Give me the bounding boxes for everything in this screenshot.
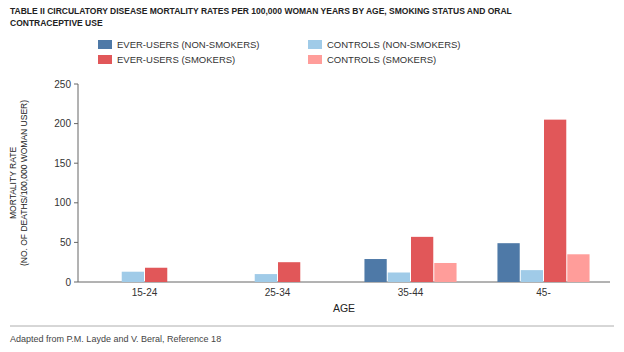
x-tick-label: 45- <box>536 287 550 298</box>
y-tick-label: 100 <box>54 197 71 208</box>
background <box>0 0 624 352</box>
legend-swatch <box>308 40 322 49</box>
bar <box>145 268 167 282</box>
chart: TABLE II CIRCULATORY DISEASE MORTALITY R… <box>0 0 624 352</box>
y-axis-label-group: MORTALITY RATE(NO. OF DEATHS/100,000 WOM… <box>8 100 29 266</box>
y-tick-label: 50 <box>60 237 72 248</box>
y-tick <box>74 123 78 124</box>
y-tick-label: 150 <box>54 158 71 169</box>
legend-swatch <box>98 55 112 64</box>
y-tick <box>74 282 78 283</box>
x-axis-label: AGE <box>333 302 355 314</box>
bar <box>98 282 120 283</box>
y-axis-label: (NO. OF DEATHS/100,000 WOMAN USER) <box>19 100 29 266</box>
separator <box>10 326 614 327</box>
bar <box>301 282 323 283</box>
bar <box>255 274 277 282</box>
legend-swatch <box>308 55 322 64</box>
bar <box>231 282 253 283</box>
legend: EVER-USERS (NON-SMOKERS) CONTROLS (NON-SM… <box>98 39 461 65</box>
bar <box>278 262 300 282</box>
x-tick-label: 15-24 <box>132 287 158 298</box>
footnote: Adapted from P.M. Layde and V. Beral, Re… <box>10 334 221 344</box>
y-tick-label: 0 <box>65 277 71 288</box>
legend-label: CONTROLS (NON-SMOKERS) <box>327 39 461 50</box>
y-tick-label: 250 <box>54 79 71 90</box>
title-group: TABLE II CIRCULATORY DISEASE MORTALITY R… <box>10 6 512 28</box>
y-axis-label: MORTALITY RATE <box>8 147 18 219</box>
bar <box>567 254 589 282</box>
y-axis-line <box>78 84 79 282</box>
axes: 0 50 100 150 200 250 15-24 25-34 35-44 45- <box>54 79 610 299</box>
bar <box>434 263 456 282</box>
bar <box>168 282 190 283</box>
x-tick-label: 25-34 <box>265 287 291 298</box>
legend-label: EVER-USERS (NON-SMOKERS) <box>117 39 260 50</box>
y-tick <box>74 84 78 85</box>
legend-swatch <box>98 40 112 49</box>
y-tick <box>74 163 78 164</box>
x-tick-label: 35-44 <box>398 287 424 298</box>
bar <box>411 237 433 282</box>
y-tick <box>74 242 78 243</box>
bar <box>364 259 386 282</box>
bar <box>544 120 566 282</box>
bars <box>122 120 590 282</box>
title: TABLE II CIRCULATORY DISEASE MORTALITY R… <box>10 6 512 16</box>
bar <box>497 243 519 282</box>
bar <box>521 270 543 282</box>
title: CONTRACEPTIVE USE <box>10 18 103 28</box>
y-tick <box>74 202 78 203</box>
legend-label: CONTROLS (SMOKERS) <box>327 54 436 65</box>
bar <box>122 272 144 282</box>
legend-label: EVER-USERS (SMOKERS) <box>117 54 235 65</box>
bar <box>388 272 410 282</box>
y-tick-label: 200 <box>54 118 71 129</box>
